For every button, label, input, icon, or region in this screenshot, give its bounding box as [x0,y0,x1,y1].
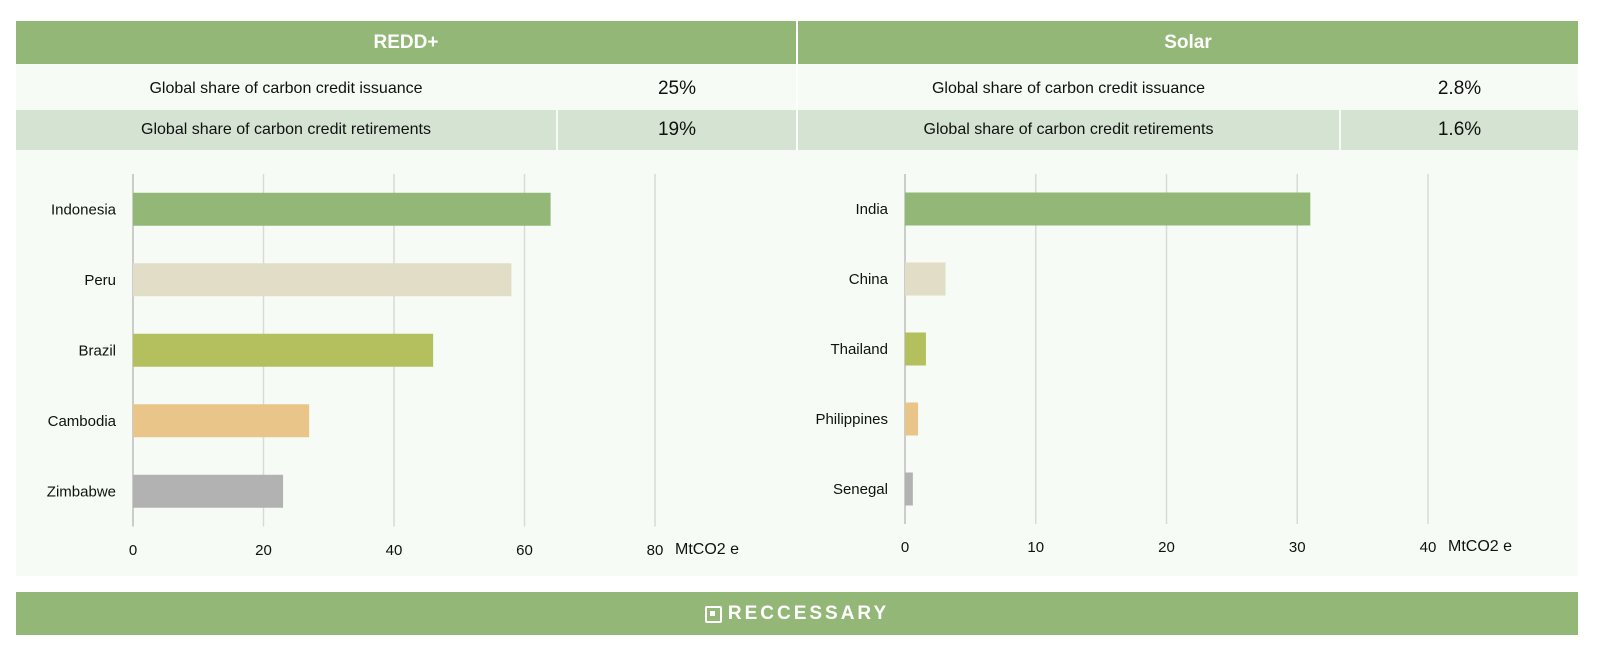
bar-china [905,262,946,296]
redd-retirement-value-cell: 19% [558,110,796,150]
category-label: Zimbabwe [47,483,116,500]
solar-issuance-label: Global share of carbon credit issuance [931,80,1206,97]
x-tick-label: 0 [901,539,909,556]
footer-bar: RECCESSARY [16,592,1578,635]
redd-retirement-label: Global share of carbon credit retirement… [141,121,431,138]
category-label: China [849,271,889,288]
redd-issuance-value: 25% [657,78,697,99]
category-label: Cambodia [48,413,117,430]
solar-retirement-label-cell: Global share of carbon credit retirement… [798,110,1339,150]
bar-zimbabwe [133,474,284,508]
category-label: India [855,201,888,218]
redd-retirement-value: 19% [657,119,697,140]
x-tick-label: 80 [647,542,664,559]
redd-panel-title: REDD+ [373,31,439,53]
x-tick-label: 20 [1158,539,1175,556]
solar-retirement-value: 1.6% [1437,119,1482,140]
x-tick-label: 20 [255,542,272,559]
footer-brand: RECCESSARY [727,602,890,624]
category-label: Indonesia [51,201,117,218]
solar-panel-header: Solar [798,21,1578,64]
category-label: Peru [84,272,116,289]
category-label: Brazil [78,342,116,359]
redd-issuance-label-cell: Global share of carbon credit issuance [16,69,556,109]
x-axis-unit-label: MtCO2 e [675,541,739,558]
bar-thailand [905,332,926,366]
bar-brazil [133,333,434,367]
solar-issuance-label-cell: Global share of carbon credit issuance [798,69,1339,109]
solar-retirement-label: Global share of carbon credit retirement… [923,121,1214,138]
reccessary-logo-icon [704,606,722,623]
x-tick-label: 10 [1027,539,1044,556]
x-tick-label: 40 [386,542,403,559]
bar-indonesia [133,192,551,226]
solar-panel-title: Solar [1164,31,1212,53]
redd-issuance-value-cell: 25% [558,69,796,109]
bar-india [905,192,1311,226]
category-label: Senegal [833,481,888,498]
category-label: Thailand [830,341,888,358]
x-axis-unit-label: MtCO2 e [1448,538,1512,555]
x-tick-label: 40 [1420,539,1437,556]
redd-chart-svg: 0 20 40 60 80 MtCO2 e Indonesia Peru Brazil Cambo… [47,174,739,559]
solar-bar-chart: 0 10 20 30 40 MtCO2 e India China Thailand Philip… [798,160,1578,580]
redd-issuance-label: Global share of carbon credit issuance [149,80,423,97]
panel-divider [796,21,798,150]
bar-philippines [905,402,919,436]
x-tick-label: 30 [1289,539,1306,556]
solar-issuance-value-cell: 2.8% [1341,69,1578,109]
x-tick-label: 0 [129,542,137,559]
category-label: Philippines [815,411,888,428]
bar-senegal [905,472,913,506]
solar-issuance-value: 2.8% [1437,78,1482,99]
solar-retirement-value-cell: 1.6% [1341,110,1578,150]
x-tick-label: 60 [516,542,533,559]
redd-panel-header: REDD+ [16,21,796,64]
bar-cambodia [133,404,310,438]
solar-chart-svg: 0 10 20 30 40 MtCO2 e India China Thailand Philip… [815,174,1512,556]
redd-retirement-label-cell: Global share of carbon credit retirement… [16,110,556,150]
redd-bar-chart: 0 20 40 60 80 MtCO2 e Indonesia Peru Brazil Cambo… [16,160,796,580]
bar-peru [133,263,512,297]
